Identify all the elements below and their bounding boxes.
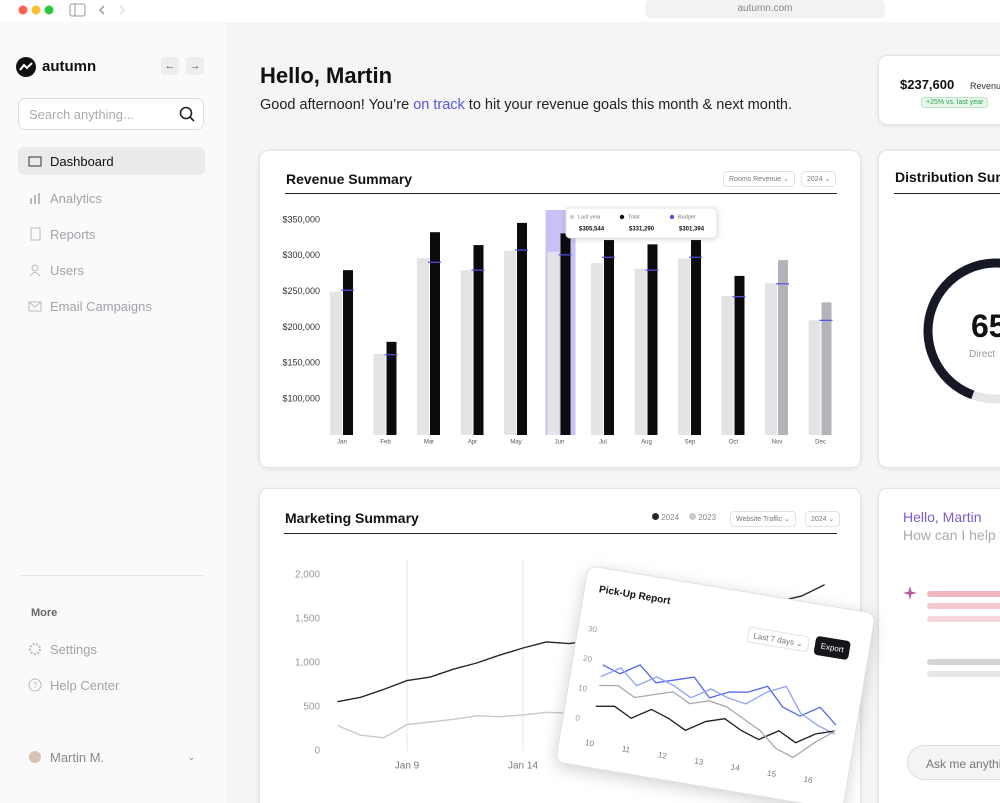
- nav-label: Email Campaigns: [50, 298, 152, 314]
- dropdown[interactable]: Website Traffic ⌄: [730, 511, 796, 527]
- sparkle-icon: [903, 586, 917, 600]
- window-controls: [18, 3, 126, 17]
- nav-icon: ?: [28, 678, 42, 692]
- donut-arc: [923, 258, 1000, 404]
- nav-item[interactable]: Settings: [18, 635, 205, 663]
- nav-label: Reports: [50, 226, 96, 242]
- legend-item: 2024: [652, 513, 679, 522]
- nav-label: Dashboard: [50, 153, 114, 169]
- assistant-greeting: Hello, Martin: [903, 509, 982, 525]
- revenue-card: Revenue Summary Rooms Revenue ⌄ 2024 ⌄: [259, 150, 861, 468]
- y-tick-label: 30: [587, 624, 598, 634]
- dropdown[interactable]: 2024 ⌄: [805, 511, 841, 527]
- legend-label: 2023: [698, 513, 717, 522]
- assistant-prompt: How can I help you: [903, 527, 1000, 543]
- nav-label: Users: [50, 262, 84, 278]
- skeleton-line: [927, 616, 1000, 622]
- avatar: [29, 751, 41, 763]
- greeting: Hello, Martin: [260, 63, 393, 88]
- collapse-button[interactable]: ←: [161, 57, 179, 75]
- nav-item[interactable]: Users: [18, 256, 205, 284]
- brand-logo: [16, 57, 36, 77]
- assistant-card: Hello, Martin How can I help you Ask me …: [878, 488, 1000, 803]
- x-tick-label: 10: [584, 738, 595, 748]
- kpi-label: Revenue: [970, 81, 1000, 91]
- expand-button[interactable]: →: [186, 57, 204, 75]
- divider: [20, 575, 205, 576]
- x-tick-label: 11: [621, 744, 631, 754]
- nav-label: Analytics: [50, 190, 103, 206]
- url: autumn.com: [737, 3, 793, 14]
- donut: [923, 258, 1000, 404]
- skeleton-line: [927, 591, 1000, 597]
- subtitle-link[interactable]: on track: [413, 97, 465, 113]
- legend-label: 2024: [661, 513, 680, 522]
- y-tick-label: 20: [582, 654, 593, 664]
- subtitle: Good afternoon! You’re on track to hit y…: [260, 97, 792, 113]
- nav-item[interactable]: Reports: [18, 220, 205, 248]
- search-icon: [179, 106, 195, 122]
- legend-item: 2023: [689, 513, 716, 522]
- dropdown-label: 2024: [807, 175, 823, 183]
- browser-bar: autumn.com: [0, 0, 1000, 22]
- title-rule: [285, 193, 837, 194]
- nav-item[interactable]: ? Help Center: [18, 671, 205, 699]
- nav-item[interactable]: Email Campaigns: [18, 292, 205, 320]
- brand-name: autumn: [42, 58, 97, 75]
- y-tick-label: 10: [577, 683, 588, 693]
- nav-icon: [30, 193, 40, 204]
- x-tick-label: 13: [694, 756, 705, 766]
- nav-label: Help Center: [50, 677, 120, 693]
- section-title: More: [31, 607, 58, 619]
- search-placeholder: Search anything...: [29, 107, 134, 122]
- chat-input[interactable]: Ask me anything: [907, 745, 1000, 780]
- x-tick-label: 14: [730, 763, 741, 773]
- svg-text:?: ?: [33, 681, 38, 690]
- dropdown-label: 2024: [811, 515, 827, 523]
- legend: 2024 2023: [652, 513, 716, 522]
- x-tick-label: 15: [767, 769, 778, 779]
- y-tick-label: 0: [575, 713, 581, 723]
- nav-item[interactable]: Analytics: [18, 184, 205, 212]
- nav-icon: [29, 264, 41, 277]
- nav-icon: [30, 227, 41, 241]
- kpi-card: $237,600 Revenue +25% vs. last year: [878, 55, 1000, 125]
- kpi-value: $237,600: [900, 77, 955, 92]
- url-bar[interactable]: autumn.com: [645, 0, 885, 18]
- skeleton-line: [927, 659, 1000, 665]
- input-placeholder: Ask me anything: [926, 757, 1000, 771]
- nav-icon: [28, 301, 42, 312]
- donut-label: Direct: [969, 349, 996, 360]
- distribution-card: Distribution Summary 65 Direct: [878, 150, 1000, 468]
- subtitle-text: Good afternoon! You’re: [260, 97, 414, 113]
- kpi-badge: +25% vs. last year: [921, 97, 989, 108]
- dropdown-label: Website Traffic: [736, 515, 783, 523]
- nav-icon: [28, 156, 42, 167]
- dropdown[interactable]: Rooms Revenue ⌄: [723, 171, 795, 187]
- title-rule: [894, 193, 1000, 194]
- nav-icon: [29, 643, 41, 655]
- dropdown[interactable]: 2024 ⌄: [801, 171, 837, 187]
- donut-value: 65: [971, 308, 1000, 344]
- title-rule: [284, 533, 837, 534]
- subtitle-text: to hit your revenue goals this month & n…: [464, 97, 793, 113]
- nav-item[interactable]: Dashboard: [18, 147, 205, 175]
- search-box[interactable]: Search anything...: [18, 98, 204, 130]
- x-tick-label: 12: [657, 750, 668, 760]
- user-menu[interactable]: Martin M. ⌄: [18, 743, 205, 771]
- x-tick-label: 16: [803, 775, 814, 785]
- card-title: Revenue Summary: [286, 171, 413, 187]
- skeleton-line: [927, 603, 1000, 609]
- card-title: Marketing Summary: [285, 510, 419, 526]
- dropdown-label: Rooms Revenue: [729, 175, 782, 183]
- card-title: Distribution Summary: [895, 169, 1000, 185]
- skeleton-line: [927, 671, 1000, 677]
- nav-label: Settings: [50, 641, 97, 657]
- chevron: ⌄: [187, 751, 195, 762]
- user-name: Martin M.: [50, 749, 105, 765]
